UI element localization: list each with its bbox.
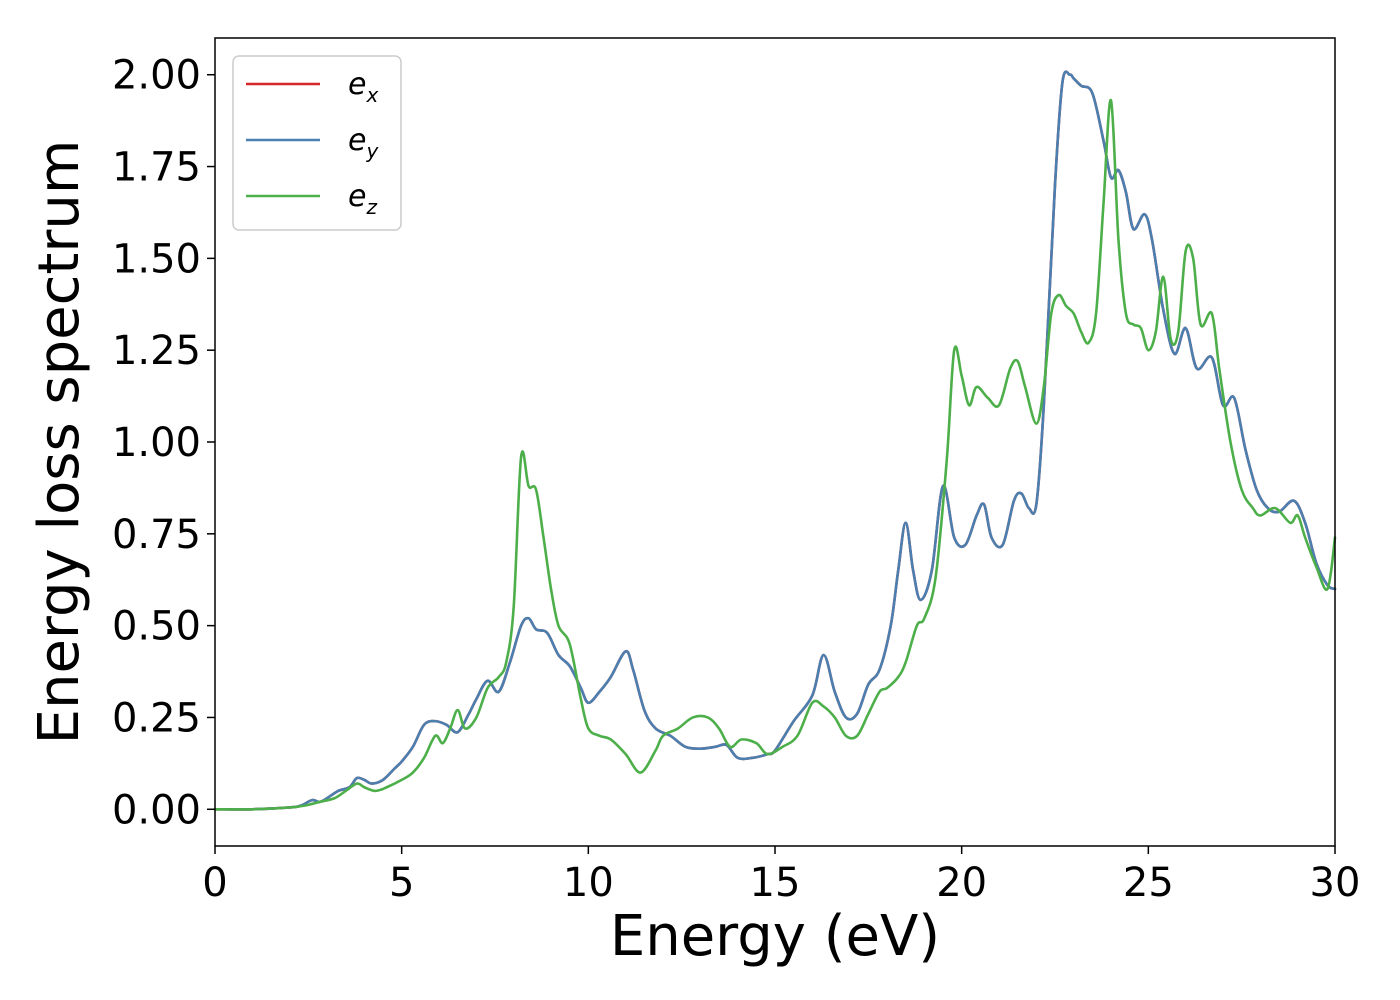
y-tick-label: 1.50: [112, 236, 201, 282]
legend-label-subscript: y: [365, 139, 379, 163]
x-tick-label: 0: [202, 860, 227, 906]
x-axis-ticks: 0 5 10 15 20 25 30: [202, 846, 1360, 906]
x-tick-label: 15: [750, 860, 801, 906]
y-tick-label: 1.75: [112, 145, 201, 191]
x-tick-label: 5: [389, 860, 414, 906]
legend-label-y: ey: [348, 123, 379, 163]
y-tick-label: 0.25: [112, 695, 201, 741]
y-axis-label: Energy loss spectrum: [27, 140, 92, 745]
y-tick-label: 2.00: [112, 53, 201, 99]
legend-label-base: e: [348, 179, 366, 214]
legend-frame: [232, 55, 402, 231]
x-tick-label: 20: [936, 860, 987, 906]
x-tick-label: 30: [1310, 860, 1361, 906]
plot-frame: [214, 37, 1336, 847]
y-tick-label: 0.00: [112, 787, 201, 833]
legend-label-base: e: [348, 67, 366, 102]
y-tick-label: 1.25: [112, 328, 201, 374]
legend-label-x: ex: [348, 67, 378, 107]
y-tick-label: 0.75: [112, 512, 201, 558]
legend-label-base: e: [348, 123, 366, 158]
y-tick-label: 0.50: [112, 604, 201, 650]
y-axis-ticks: 0.00 0.25 0.50 0.75 1.00 1.25 1.50 1.75 2.00: [112, 53, 215, 833]
y-tick-label: 1.00: [112, 420, 201, 466]
series-layer: [213, 70, 1337, 811]
legend-label-z: ez: [348, 179, 377, 219]
x-tick-label: 25: [1123, 860, 1174, 906]
series-line-z: [213, 99, 1337, 811]
x-axis-label: Energy (eV): [610, 904, 940, 969]
series-line-y: [213, 70, 1337, 811]
x-tick-label: 10: [563, 860, 614, 906]
legend-label-subscript: z: [365, 195, 377, 219]
legend-label-subscript: x: [365, 83, 378, 107]
